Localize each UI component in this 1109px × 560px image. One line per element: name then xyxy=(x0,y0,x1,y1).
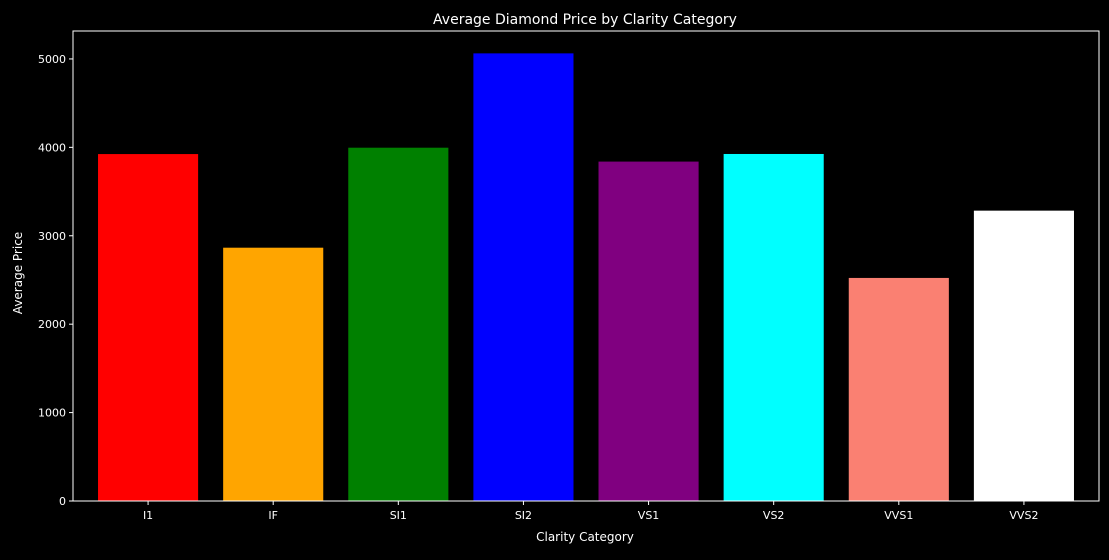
y-tick-label: 0 xyxy=(59,495,66,508)
x-axis-label: Clarity Category xyxy=(536,530,634,544)
chart-title: Average Diamond Price by Clarity Categor… xyxy=(433,12,737,28)
x-tick-label: SI2 xyxy=(515,509,532,522)
plot-frame xyxy=(72,30,1100,502)
bar-vvs1 xyxy=(848,277,949,501)
x-tick-label: VVS1 xyxy=(884,509,913,522)
bars-layer xyxy=(98,53,1074,502)
bar-vs1 xyxy=(598,161,699,501)
bar-vs2 xyxy=(723,153,824,502)
bar-si1 xyxy=(348,147,449,501)
y-tick-label: 4000 xyxy=(38,141,66,154)
bar-vvs2 xyxy=(973,210,1074,501)
bar-si2 xyxy=(473,53,574,502)
x-tick-label: SI1 xyxy=(390,509,407,522)
y-tick-label: 3000 xyxy=(38,230,66,243)
x-tick-label: I1 xyxy=(143,509,153,522)
x-tick-label: VVS2 xyxy=(1009,509,1038,522)
y-tick-label: 5000 xyxy=(38,53,66,66)
x-tick-label: VS2 xyxy=(763,509,785,522)
x-tick-label: IF xyxy=(268,509,278,522)
bar-if xyxy=(223,247,324,501)
x-tick-label: VS1 xyxy=(638,509,660,522)
y-tick-label: 2000 xyxy=(38,318,66,331)
bar-i1 xyxy=(98,154,199,501)
y-tick-label: 1000 xyxy=(38,407,66,420)
axes-layer: 0 1000 2000 3000 4000 5000 I1 IF SI1 SI2 VS1 VS2 VVS… xyxy=(38,30,1100,522)
y-axis-label: Average Price xyxy=(11,232,25,314)
